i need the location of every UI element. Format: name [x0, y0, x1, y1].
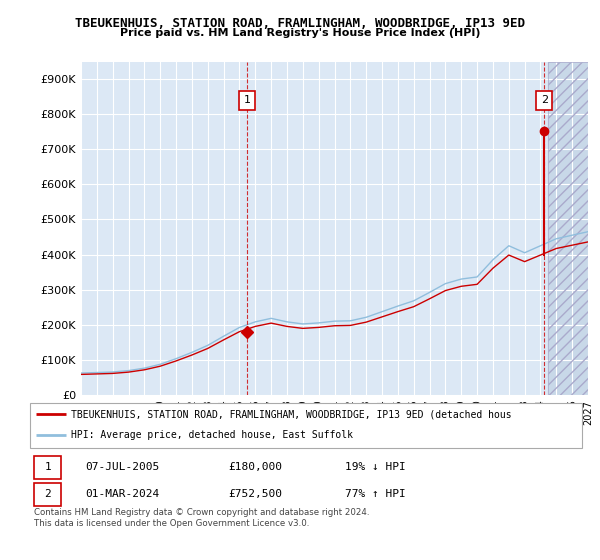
FancyBboxPatch shape: [34, 483, 61, 506]
Text: 2: 2: [44, 489, 51, 500]
FancyBboxPatch shape: [34, 456, 61, 479]
Text: 2: 2: [541, 95, 548, 105]
Text: 19% ↓ HPI: 19% ↓ HPI: [344, 462, 406, 472]
Text: 1: 1: [44, 462, 51, 472]
Bar: [548, 62, 588, 395]
Text: Price paid vs. HM Land Registry's House Price Index (HPI): Price paid vs. HM Land Registry's House …: [120, 28, 480, 38]
Text: 77% ↑ HPI: 77% ↑ HPI: [344, 489, 406, 500]
Text: Contains HM Land Registry data © Crown copyright and database right 2024.
This d: Contains HM Land Registry data © Crown c…: [34, 508, 370, 528]
Text: 1: 1: [244, 95, 251, 105]
FancyBboxPatch shape: [30, 403, 582, 448]
Bar: [548, 62, 588, 395]
Text: TBEUKENHUIS, STATION ROAD, FRAMLINGHAM, WOODBRIDGE, IP13 9ED: TBEUKENHUIS, STATION ROAD, FRAMLINGHAM, …: [75, 17, 525, 30]
Text: HPI: Average price, detached house, East Suffolk: HPI: Average price, detached house, East…: [71, 431, 353, 441]
Text: 07-JUL-2005: 07-JUL-2005: [85, 462, 160, 472]
Text: £752,500: £752,500: [229, 489, 283, 500]
Text: TBEUKENHUIS, STATION ROAD, FRAMLINGHAM, WOODBRIDGE, IP13 9ED (detached hous: TBEUKENHUIS, STATION ROAD, FRAMLINGHAM, …: [71, 409, 512, 419]
Text: £180,000: £180,000: [229, 462, 283, 472]
Text: 01-MAR-2024: 01-MAR-2024: [85, 489, 160, 500]
